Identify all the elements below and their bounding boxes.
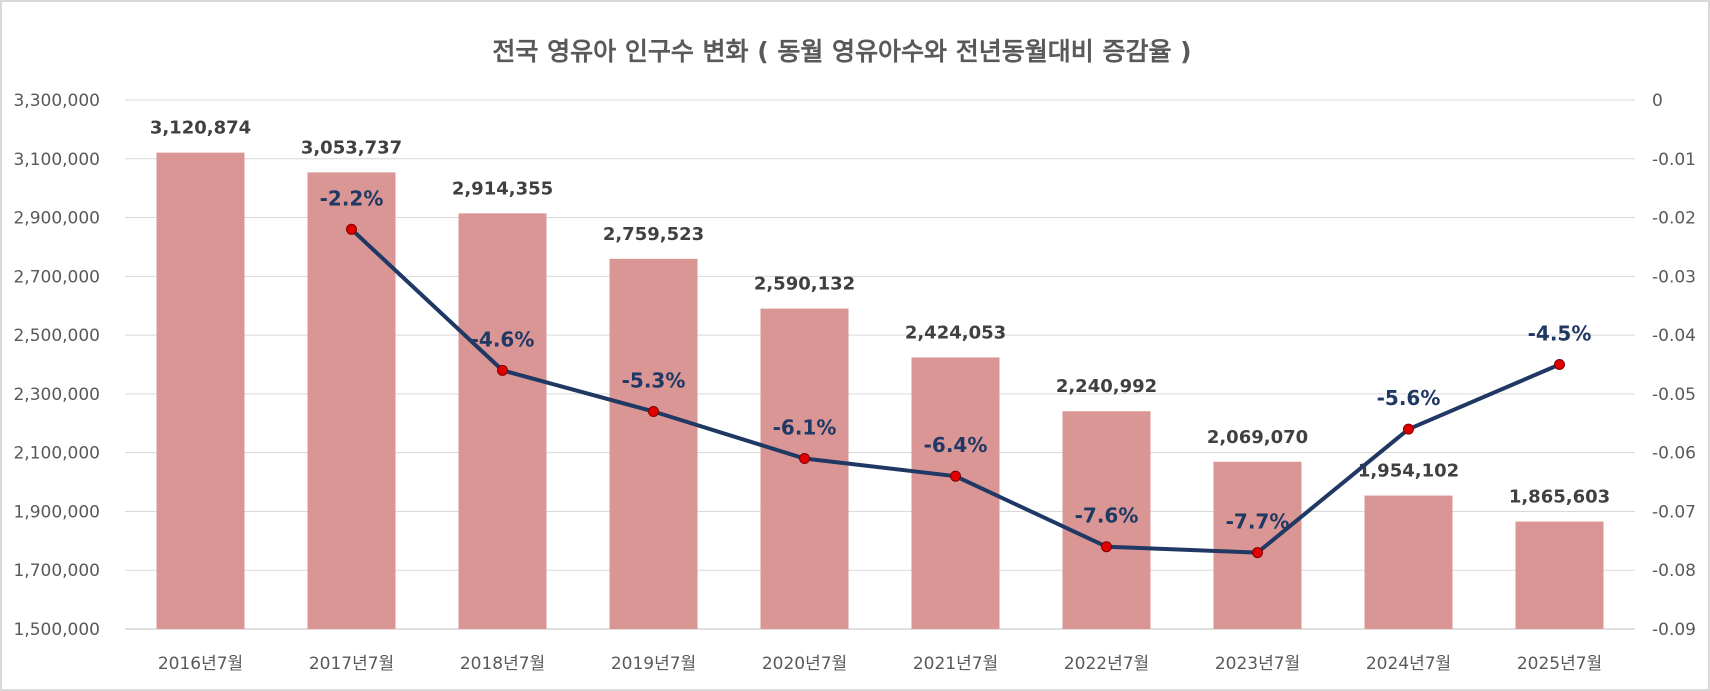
bar-value-label: 2,240,992 xyxy=(1056,376,1157,397)
left-tick-label: 1,500,000 xyxy=(13,620,100,640)
line-value-label: -6.4% xyxy=(924,433,988,457)
right-tick-label: -0.07 xyxy=(1652,502,1696,522)
line-value-label: -2.2% xyxy=(320,186,384,210)
right-axis-ticks: -0.09 -0.08 -0.07 -0.06 -0.05 -0.04 -0.03 -0.02… xyxy=(1652,91,1696,640)
bar-value-label: 2,424,053 xyxy=(905,322,1006,343)
bar xyxy=(609,258,698,629)
line-point xyxy=(1403,423,1414,435)
chart-title: 전국 영유아 인구수 변화 ( 동월 영유아수와 전년동월대비 증감율 ) xyxy=(492,37,1191,66)
category-label: 2022년7월 xyxy=(1064,654,1149,674)
bar-value-label: 1,865,603 xyxy=(1509,487,1610,508)
line-value-label: -7.7% xyxy=(1226,510,1290,534)
bar-value-label: 2,069,070 xyxy=(1207,427,1308,448)
line-point xyxy=(1252,547,1263,559)
left-tick-label: 2,100,000 xyxy=(13,444,100,464)
category-label: 2017년7월 xyxy=(309,654,394,674)
category-label: 2018년7월 xyxy=(460,654,545,674)
bar-value-label: 2,759,523 xyxy=(603,224,704,245)
left-tick-label: 2,900,000 xyxy=(13,209,100,229)
bar xyxy=(156,152,245,630)
category-label: 2021년7월 xyxy=(913,654,998,674)
right-tick-label: -0.01 xyxy=(1652,150,1696,170)
category-label: 2019년7월 xyxy=(611,654,696,674)
line-value-labels: -2.2% -4.6% -5.3% -6.1% -6.4% -7.6% -7.7% -5.6%… xyxy=(320,186,1592,533)
right-tick-label: -0.06 xyxy=(1652,444,1696,464)
bar-value-label: 2,914,355 xyxy=(452,178,553,199)
left-tick-label: 2,300,000 xyxy=(13,385,100,405)
left-tick-label: 2,700,000 xyxy=(13,267,100,287)
bar-value-label: 1,954,102 xyxy=(1358,461,1459,482)
right-tick-label: -0.05 xyxy=(1652,385,1696,405)
line-value-label: -6.1% xyxy=(773,416,837,440)
category-label: 2023년7월 xyxy=(1215,654,1300,674)
category-label: 2024년7월 xyxy=(1366,654,1451,674)
right-tick-label: -0.02 xyxy=(1652,209,1696,229)
bar xyxy=(1062,411,1151,629)
line-value-label: -5.3% xyxy=(622,369,686,393)
line-point xyxy=(1101,541,1112,553)
bar-value-label: 3,053,737 xyxy=(301,137,402,158)
bar xyxy=(458,213,547,629)
category-label: 2016년7월 xyxy=(158,654,243,674)
line-point xyxy=(799,453,810,465)
bar xyxy=(760,308,849,629)
line-series xyxy=(346,223,1565,559)
line-point xyxy=(950,470,961,482)
bar xyxy=(1213,461,1302,629)
right-tick-label: -0.08 xyxy=(1652,561,1696,581)
line-value-label: -7.6% xyxy=(1075,504,1139,528)
bar xyxy=(1364,495,1453,629)
left-tick-label: 1,700,000 xyxy=(13,561,100,581)
line-point xyxy=(1554,359,1565,370)
line-point xyxy=(497,364,508,376)
bar xyxy=(307,172,396,629)
left-tick-label: 2,500,000 xyxy=(13,326,100,346)
line-value-label: -5.6% xyxy=(1377,386,1441,410)
right-tick-label: -0.09 xyxy=(1652,620,1696,640)
left-tick-label: 3,100,000 xyxy=(13,150,100,170)
category-label: 2020년7월 xyxy=(762,654,847,674)
bar-value-label: 2,590,132 xyxy=(754,274,855,295)
right-tick-label: 0 xyxy=(1652,91,1663,111)
bar-series xyxy=(156,152,1604,630)
left-tick-label: 1,900,000 xyxy=(13,502,100,522)
line-point xyxy=(346,223,357,235)
category-label: 2025년7월 xyxy=(1517,654,1602,674)
bar xyxy=(1515,521,1604,629)
right-tick-label: -0.04 xyxy=(1652,326,1696,346)
line-value-label: -4.5% xyxy=(1528,322,1592,346)
category-axis-labels: 2016년7월 2017년7월 2018년7월 2019년7월 2020년7월 2021년… xyxy=(158,654,1602,674)
bar-value-labels: 3,120,874 3,053,737 2,914,355 2,759,523 2,59… xyxy=(150,118,1610,508)
line-value-label: -4.6% xyxy=(471,327,535,351)
right-tick-label: -0.03 xyxy=(1652,267,1696,287)
left-tick-label: 3,300,000 xyxy=(13,91,100,111)
line-point xyxy=(648,406,659,418)
left-axis-ticks: 1,500,000 1,700,000 1,900,000 2,100,000 2,30… xyxy=(13,91,100,640)
bar-value-label: 3,120,874 xyxy=(150,118,251,139)
bar xyxy=(911,357,1000,629)
